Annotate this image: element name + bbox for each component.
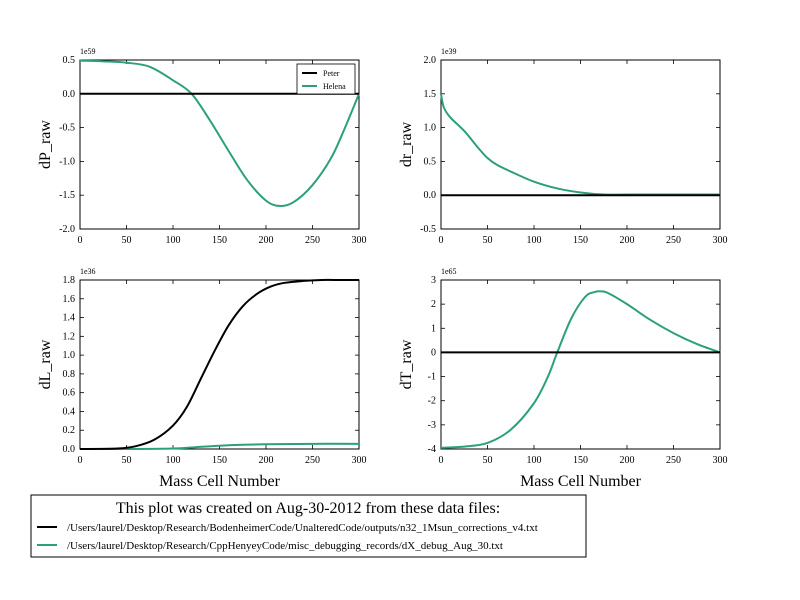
- chart-panel-2: 0 50 100 150 200 250 300 0.0 0.2 0.4 0.6 0.8 1.0 1.2 1…: [37, 267, 367, 490]
- series-line-helena: [79, 59, 360, 208]
- y-tick-label: 1: [431, 323, 436, 334]
- x-tick-label: 250: [305, 235, 320, 246]
- y-tick-label: 2: [431, 299, 436, 310]
- y-tick-label: -0.5: [420, 224, 436, 235]
- x-tick-label: 0: [439, 455, 444, 466]
- x-tick-label: 150: [573, 235, 588, 246]
- x-tick-label: 300: [713, 455, 728, 466]
- chart-panel-3: 0 50 100 150 200 250 300 -4 -3 -2 -1 0 1 2 3 1e65 dT_raw…: [398, 267, 728, 490]
- footnote-frame: [30, 494, 587, 558]
- y-axis-label: dP_raw: [37, 120, 54, 169]
- x-tick-label: 100: [527, 455, 542, 466]
- x-tick-label: 150: [212, 455, 227, 466]
- x-tick-label: 250: [666, 235, 681, 246]
- legend-entry: Helena: [323, 82, 346, 91]
- y-tick-label: 0.0: [63, 89, 76, 100]
- series-line-peter: [79, 278, 359, 450]
- y-tick-label: -0.5: [59, 123, 75, 134]
- plot-frame: [440, 279, 721, 450]
- plot-frame: [440, 59, 721, 230]
- axis-exponent-label: 1e36: [80, 267, 96, 276]
- x-tick-label: 0: [78, 235, 83, 246]
- axis-exponent-label: 1e65: [441, 267, 457, 276]
- y-tick-label: 2.0: [424, 55, 437, 66]
- axis-exponent-label: 1e59: [80, 47, 96, 56]
- x-tick-label: 0: [439, 235, 444, 246]
- x-tick-label: 150: [573, 455, 588, 466]
- y-tick-label: 0.0: [63, 444, 76, 455]
- x-tick-label: 50: [483, 455, 493, 466]
- y-tick-label: 0.5: [424, 156, 437, 167]
- y-tick-label: -1.5: [59, 190, 75, 201]
- x-tick-label: 300: [713, 235, 728, 246]
- y-tick-label: -3: [428, 420, 436, 431]
- y-axis-label: dr_raw: [398, 121, 415, 167]
- y-tick-label: 0.0: [424, 190, 437, 201]
- series-line-helena: [79, 442, 360, 451]
- x-tick-label: 250: [666, 455, 681, 466]
- y-axis-label: dT_raw: [398, 339, 415, 389]
- y-tick-label: 0: [431, 347, 436, 358]
- x-tick-label: 200: [259, 235, 274, 246]
- x-tick-label: 300: [352, 235, 367, 246]
- x-tick-label: 100: [527, 235, 542, 246]
- y-tick-label: 1.2: [63, 331, 76, 342]
- y-tick-label: -1: [428, 372, 436, 383]
- y-axis-label: dL_raw: [37, 339, 54, 389]
- y-tick-label: 1.0: [424, 123, 437, 134]
- footnote-box: This plot was created on Aug-30-2012 fro…: [30, 494, 587, 558]
- y-tick-label: 0.8: [63, 369, 76, 380]
- y-tick-label: -2: [428, 396, 436, 407]
- y-tick-label: 1.6: [63, 294, 76, 305]
- chart-panel-1: 0 50 100 150 200 250 300 -0.5 0.0 0.5 1.0 1.5 2.0 1e3…: [398, 47, 728, 246]
- x-tick-label: 150: [212, 235, 227, 246]
- series-line-helena: [440, 290, 721, 449]
- y-tick-label: 3: [431, 275, 436, 286]
- y-tick-label: -2.0: [59, 224, 75, 235]
- x-tick-label: 100: [166, 235, 181, 246]
- x-tick-label: 100: [166, 455, 181, 466]
- y-tick-label: 1.4: [63, 313, 76, 324]
- y-tick-label: 1.0: [63, 350, 76, 361]
- footnote-entry-1: /Users/laurel/Desktop/Research/CppHenyey…: [67, 540, 503, 552]
- x-axis-label: Mass Cell Number: [520, 473, 642, 490]
- legend-frame: [296, 63, 356, 95]
- y-tick-label: -4: [428, 444, 436, 455]
- y-tick-label: 0.2: [63, 425, 76, 436]
- x-tick-label: 300: [352, 455, 367, 466]
- chart-panel-0: 0 50 100 150 200 250 300 -2.0 -1.5 -1.0 -0.5 0.0 0.5…: [37, 47, 367, 246]
- x-tick-label: 50: [122, 455, 132, 466]
- legend: Peter Helena: [296, 63, 356, 95]
- x-tick-label: 200: [620, 455, 635, 466]
- footnote-entry-0: /Users/laurel/Desktop/Research/Bodenheim…: [67, 522, 538, 534]
- y-tick-label: 0.5: [63, 55, 76, 66]
- y-tick-label: 1.5: [424, 89, 437, 100]
- x-tick-label: 50: [122, 235, 132, 246]
- legend-entry: Peter: [323, 69, 340, 78]
- x-tick-label: 200: [620, 235, 635, 246]
- y-tick-label: -1.0: [59, 156, 75, 167]
- x-tick-label: 250: [305, 455, 320, 466]
- x-tick-label: 50: [483, 235, 493, 246]
- plot-frame: [79, 279, 360, 450]
- footnote-title: This plot was created on Aug-30-2012 fro…: [116, 500, 500, 517]
- y-tick-label: 1.8: [63, 275, 76, 286]
- y-tick-label: 0.6: [63, 388, 76, 399]
- axis-exponent-label: 1e39: [441, 47, 457, 56]
- x-tick-label: 0: [78, 455, 83, 466]
- y-tick-label: 0.4: [63, 406, 76, 417]
- x-tick-label: 200: [259, 455, 274, 466]
- x-axis-label: Mass Cell Number: [159, 473, 281, 490]
- series-line-helena: [440, 93, 720, 196]
